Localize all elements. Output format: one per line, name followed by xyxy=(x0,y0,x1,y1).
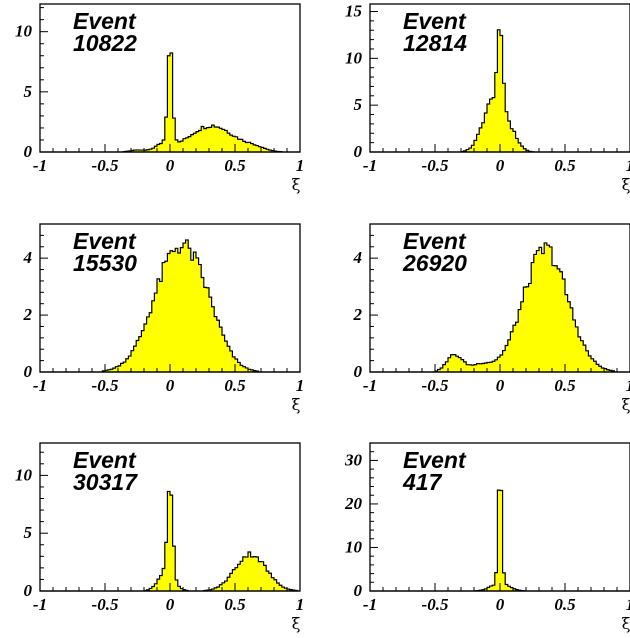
x-tick-label: -0.5 xyxy=(422,595,449,614)
x-tick-label: 0.5 xyxy=(554,595,576,614)
x-tick-label: 0.5 xyxy=(224,156,246,175)
x-tick-label: -1 xyxy=(363,376,377,395)
y-tick-label: 20 xyxy=(344,494,363,513)
y-tick-label: 30 xyxy=(344,450,363,469)
x-tick-label: 1 xyxy=(296,376,305,395)
y-tick-label: 0 xyxy=(24,581,33,600)
x-tick-label: 0 xyxy=(496,595,505,614)
event-number: 15530 xyxy=(73,250,137,276)
x-tick-label: -1 xyxy=(363,156,377,175)
event-number: 12814 xyxy=(403,30,467,56)
histogram-panel-417: -1-0.500.510102030ξEvent417 xyxy=(344,443,630,633)
y-tick-label: 10 xyxy=(15,22,33,41)
x-tick-label: 0 xyxy=(166,376,175,395)
x-tick-label: -0.5 xyxy=(92,376,119,395)
y-tick-label: 5 xyxy=(24,82,33,101)
y-tick-label: 15 xyxy=(345,1,363,20)
event-number: 30317 xyxy=(73,469,138,495)
histogram-panel-26920: -1-0.500.51024ξEvent26920 xyxy=(353,224,630,414)
histogram-bars-30317 xyxy=(40,491,300,591)
y-tick-label: 10 xyxy=(345,537,363,556)
x-axis-label: ξ xyxy=(292,175,301,194)
x-tick-label: 0.5 xyxy=(554,376,576,395)
x-tick-label: 0 xyxy=(166,595,175,614)
x-tick-label: 1 xyxy=(626,595,630,614)
y-tick-label: 5 xyxy=(354,95,363,114)
x-tick-label: -0.5 xyxy=(422,156,449,175)
y-tick-label: 0 xyxy=(24,142,33,161)
x-tick-label: 0 xyxy=(166,156,175,175)
histogram-panel-12814: -1-0.500.51051015ξEvent12814 xyxy=(345,1,630,194)
y-tick-label: 0 xyxy=(354,362,363,381)
y-tick-label: 2 xyxy=(23,305,33,324)
histogram-bars-417 xyxy=(370,490,630,591)
x-tick-label: -0.5 xyxy=(422,376,449,395)
x-tick-label: -1 xyxy=(33,595,47,614)
y-tick-label: 10 xyxy=(345,48,363,67)
x-tick-label: 0.5 xyxy=(224,595,246,614)
x-tick-label: 1 xyxy=(626,376,630,395)
x-axis-label: ξ xyxy=(622,395,630,414)
x-tick-label: 0.5 xyxy=(554,156,576,175)
y-tick-label: 4 xyxy=(353,248,363,267)
x-tick-label: -1 xyxy=(33,156,47,175)
x-axis-label: ξ xyxy=(622,175,630,194)
x-tick-label: 1 xyxy=(296,156,305,175)
y-tick-label: 5 xyxy=(24,523,33,542)
x-tick-label: -0.5 xyxy=(92,595,119,614)
x-tick-label: 0.5 xyxy=(224,376,246,395)
y-tick-label: 0 xyxy=(354,581,363,600)
y-tick-label: 0 xyxy=(354,142,363,161)
y-tick-label: 4 xyxy=(23,248,33,267)
histogram-bars-10822 xyxy=(40,53,300,152)
event-number: 26920 xyxy=(402,250,467,276)
x-tick-label: 0 xyxy=(496,156,505,175)
x-tick-label: 0 xyxy=(496,376,505,395)
x-axis-label: ξ xyxy=(292,614,301,633)
y-tick-label: 2 xyxy=(353,305,363,324)
x-axis-label: ξ xyxy=(292,395,301,414)
y-tick-label: 0 xyxy=(24,362,33,381)
x-tick-label: -0.5 xyxy=(92,156,119,175)
x-axis-label: ξ xyxy=(622,614,630,633)
x-tick-label: 1 xyxy=(296,595,305,614)
y-tick-label: 10 xyxy=(15,465,33,484)
x-tick-label: -1 xyxy=(33,376,47,395)
x-tick-label: -1 xyxy=(363,595,377,614)
event-number: 10822 xyxy=(73,30,137,56)
event-number: 417 xyxy=(402,469,443,495)
x-tick-label: 1 xyxy=(626,156,630,175)
